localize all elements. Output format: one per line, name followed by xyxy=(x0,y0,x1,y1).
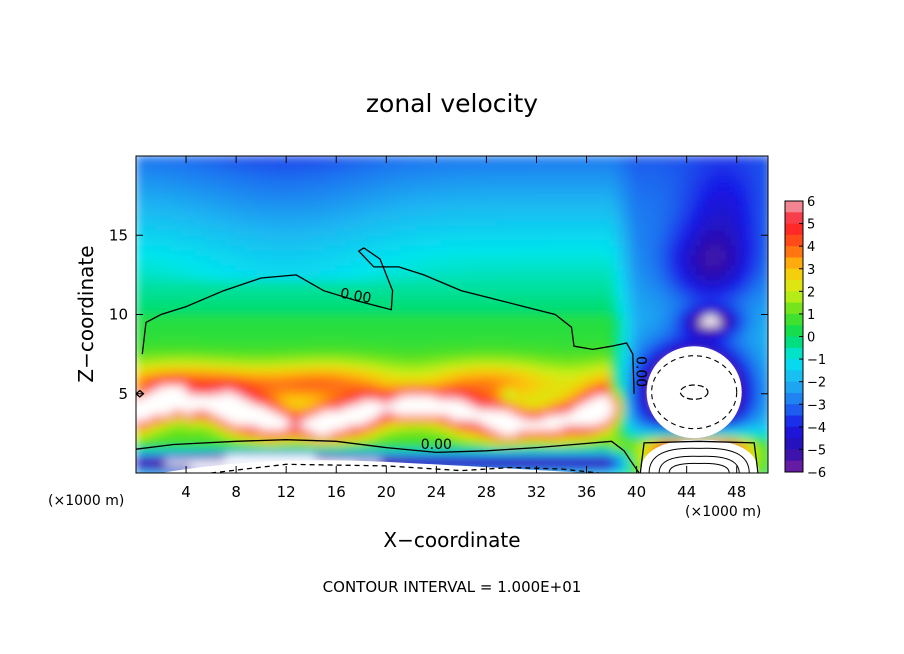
colorbar-swatch xyxy=(785,257,803,270)
colorbar-swatch xyxy=(785,291,803,304)
colorbar-tick-label: 4 xyxy=(807,240,815,255)
colorbar-tick-label: −3 xyxy=(807,398,826,413)
colorbar-swatch xyxy=(785,381,803,394)
x-tick-label: 28 xyxy=(477,483,496,501)
x-unit-right: (×1000 m) xyxy=(685,504,761,520)
y-tick-label: 5 xyxy=(118,385,128,403)
colorbar-swatch xyxy=(785,370,803,383)
colorbar-swatch xyxy=(785,415,803,428)
colorbar-swatch xyxy=(785,347,803,360)
x-tick-label: 24 xyxy=(427,483,446,501)
colorbar-tick-label: −1 xyxy=(807,353,826,368)
colorbar-swatch xyxy=(785,201,803,213)
colorbar-tick-label: −4 xyxy=(807,421,826,436)
chart-title: zonal velocity xyxy=(366,89,538,118)
colorbar-swatch xyxy=(785,234,803,247)
colorbar-swatch xyxy=(785,212,803,225)
neg-contour-bottom xyxy=(211,463,600,473)
zero-contour-upper xyxy=(141,247,635,394)
colorbar-swatch xyxy=(785,268,803,281)
y-axis-label: Z−coordinate xyxy=(74,245,98,382)
pos-cell-ring xyxy=(668,462,730,473)
colorbar-tick-label: −5 xyxy=(807,443,826,458)
x-tick-label: 48 xyxy=(727,483,746,501)
contour-label: 0.00 xyxy=(421,437,452,453)
neg-cell-core xyxy=(679,384,709,400)
colorbar-swatch xyxy=(785,280,803,292)
colorbar-swatch xyxy=(785,246,803,258)
colorbar-tick-label: 0 xyxy=(807,331,815,346)
contour-lines xyxy=(136,247,759,473)
x-tick-label: 40 xyxy=(627,483,646,501)
x-tick-label: 4 xyxy=(181,483,191,501)
colorbar-tick-label: 6 xyxy=(807,195,815,210)
x-axis-label: X−coordinate xyxy=(383,528,520,552)
x-tick-label: 12 xyxy=(277,483,296,501)
colorbar-swatch xyxy=(785,460,803,473)
x-tick-label: 8 xyxy=(231,483,241,501)
x-tick-label: 36 xyxy=(577,483,596,501)
colorbar-swatch xyxy=(785,325,803,337)
y-tick-label: 10 xyxy=(109,306,128,324)
plot-area: 0.00 0.00 0.00 xyxy=(135,155,769,474)
contour-interval-note: CONTOUR INTERVAL = 1.000E+01 xyxy=(323,578,582,596)
colorbar-swatch xyxy=(785,449,803,462)
neg-cell-ring xyxy=(651,355,738,430)
pos-cell-ring xyxy=(648,447,750,473)
zero-contour-small xyxy=(136,389,145,398)
colorbar-swatch xyxy=(785,404,803,417)
x-unit-left: (×1000 m) xyxy=(48,493,124,509)
y-tick-label: 15 xyxy=(109,226,128,244)
colorbar-swatch xyxy=(785,426,803,439)
zero-contour-lower xyxy=(136,439,640,473)
velocity-field xyxy=(136,156,768,473)
pos-cell-ring xyxy=(658,455,740,473)
y-axis: 5 10 15 xyxy=(109,226,768,403)
pos-contour-outer xyxy=(639,440,759,473)
x-tick-label: 16 xyxy=(327,483,346,501)
contour-label: 0.00 xyxy=(339,286,372,307)
contour-label: 0.00 xyxy=(633,356,649,387)
x-axis: 4 8 12 16 20 24 28 32 36 40 44 48 xyxy=(181,156,746,501)
colorbar-tick-label: 3 xyxy=(807,263,815,278)
colorbar-swatch xyxy=(785,302,803,315)
colorbar: 6 5 4 3 2 1 0 −1 −2 −3 −4 −5 −6 xyxy=(784,195,826,481)
colorbar-swatch xyxy=(785,392,803,405)
x-tick-label: 20 xyxy=(377,483,396,501)
colorbar-swatch xyxy=(785,223,803,236)
colorbar-tick-label: 2 xyxy=(807,285,815,300)
colorbar-swatch xyxy=(785,313,803,326)
colorbar-swatch xyxy=(785,336,803,349)
x-tick-label: 44 xyxy=(677,483,696,501)
colorbar-swatch xyxy=(785,438,803,450)
colorbar-tick-label: −6 xyxy=(807,466,826,481)
colorbar-swatch xyxy=(785,359,803,371)
colorbar-tick-label: 5 xyxy=(807,218,815,233)
colorbar-tick-label: −2 xyxy=(807,376,826,391)
contour-labels: 0.00 0.00 0.00 xyxy=(339,286,649,454)
x-tick-label: 32 xyxy=(527,483,546,501)
colorbar-tick-label: 1 xyxy=(807,308,815,323)
